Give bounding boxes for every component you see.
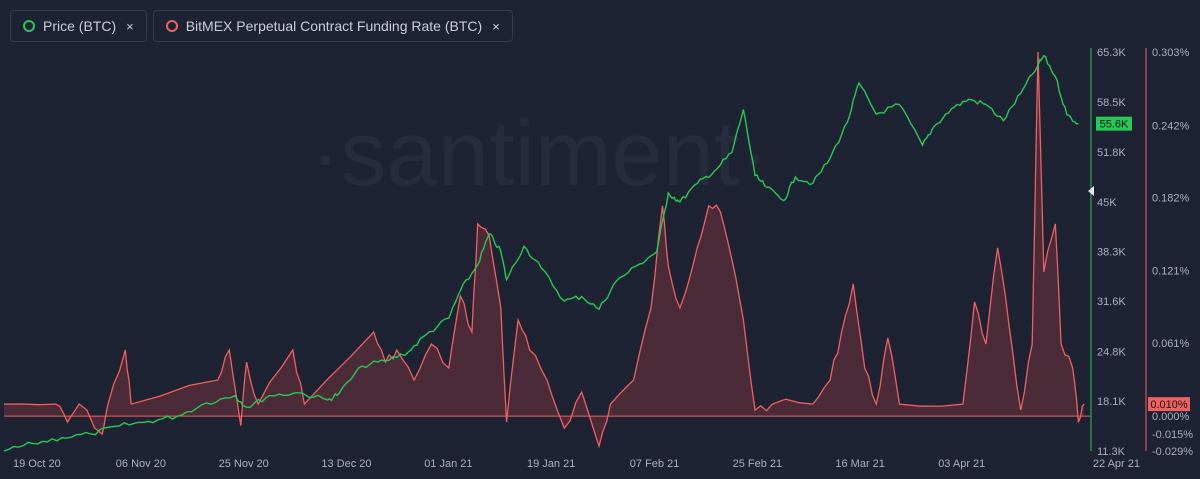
axis-pointer-icon [1088,186,1094,196]
legend-funding-label: BitMEX Perpetual Contract Funding Rate (… [185,18,483,34]
price-current-value: 55.6K [1100,119,1129,131]
price-tick-label: 31.6K [1097,296,1126,308]
x-tick-label: 16 Mar 21 [835,458,885,470]
x-tick-label: 13 Dec 20 [321,458,371,470]
funding-current-badge [1148,397,1190,412]
legend-price-label: Price (BTC) [43,18,117,34]
watermark: ·santiment· [310,103,770,205]
funding-current-value: 0.010% [1150,399,1188,411]
legend-item-price[interactable]: Price (BTC) × [10,10,147,42]
x-tick-label: 22 Apr 21 [1093,458,1140,470]
legend-item-funding[interactable]: BitMEX Perpetual Contract Funding Rate (… [152,10,513,42]
funding-tick-label: 0.242% [1152,120,1190,132]
price-tick-label: 65.3K [1097,47,1126,59]
x-tick-label: 01 Jan 21 [424,458,472,470]
funding-area [4,52,1085,447]
funding-tick-label: 0.061% [1152,338,1190,350]
x-tick-label: 19 Jan 21 [527,458,575,470]
funding-tick-label: 0.121% [1152,266,1190,278]
price-tick-label: 58.5K [1097,97,1126,109]
x-tick-label: 03 Apr 21 [938,458,985,470]
x-tick-label: 25 Nov 20 [219,458,269,470]
funding-tick-label: 0.000% [1152,411,1190,423]
price-marker-icon [23,20,35,32]
price-tick-label: 51.8K [1097,147,1126,159]
legend: Price (BTC) × BitMEX Perpetual Contract … [10,10,513,42]
price-tick-label: 18.1K [1097,396,1126,408]
close-icon[interactable]: × [492,18,500,34]
price-tick-label: 24.8K [1097,346,1126,358]
price-series-line [3,54,1079,452]
x-tick-label: 19 Oct 20 [13,458,61,470]
funding-series-line [3,51,1085,449]
close-icon[interactable]: × [126,18,134,34]
price-tick-label: 38.3K [1097,247,1126,259]
funding-tick-label: 0.303% [1152,47,1190,59]
x-tick-label: 07 Feb 21 [630,458,680,470]
funding-marker-icon [165,20,178,32]
funding-tick-label: -0.015% [1152,429,1193,441]
price-current-badge [1096,116,1132,131]
funding-tick-label: 0.182% [1152,192,1190,204]
price-tick-label: 45K [1097,197,1117,209]
x-tick-label: 06 Nov 20 [116,458,166,470]
x-tick-label: 25 Feb 21 [733,458,783,470]
price-tick-label: 11.3K [1097,446,1126,458]
funding-tick-label: -0.029% [1152,446,1193,458]
